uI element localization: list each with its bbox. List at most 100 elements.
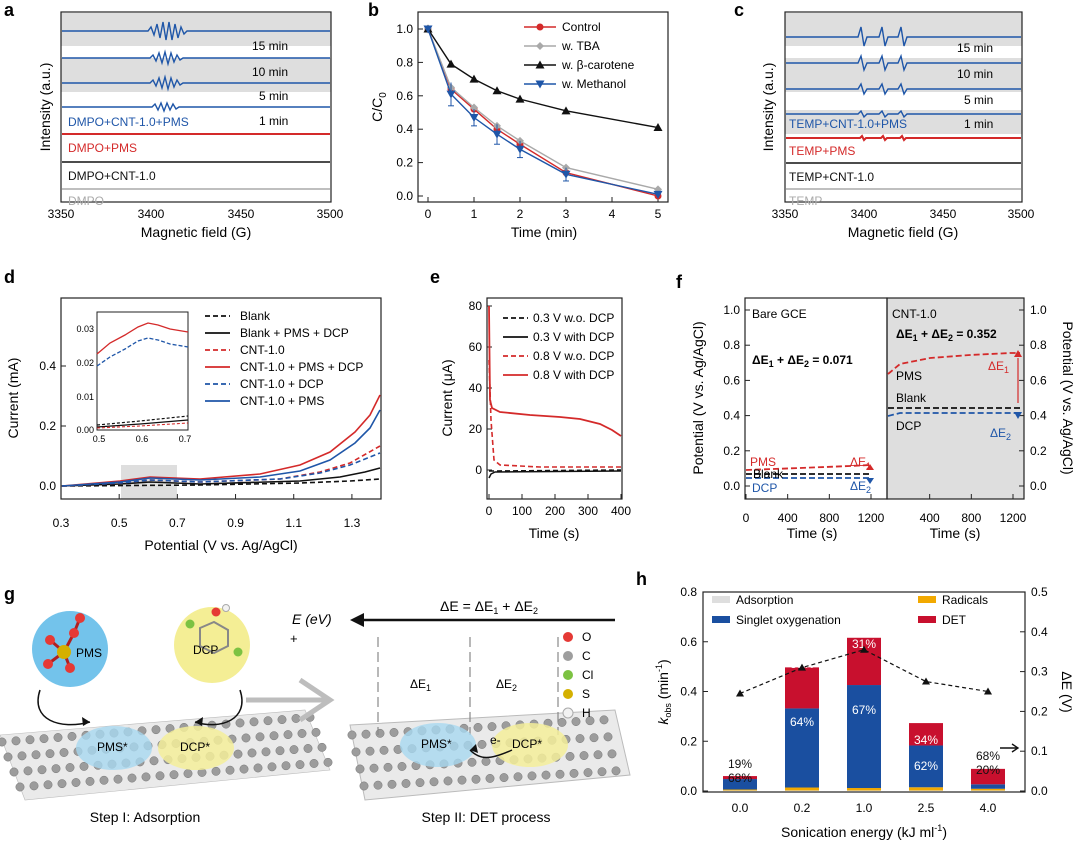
panel-d-legend-label: Blank xyxy=(240,309,271,323)
panel-d-ytick: 0.2 xyxy=(39,419,56,433)
pms-label: PMS xyxy=(76,646,102,660)
pms-atom-o xyxy=(69,628,79,638)
panel-f-xtick: 200 xyxy=(545,504,565,518)
panel-g-xtick-left: 800 xyxy=(819,511,839,525)
panel-d-xtick: 0.9 xyxy=(227,516,244,530)
panel-g-ytick-left: 1.0 xyxy=(723,303,740,317)
panel-b-legend-marker xyxy=(537,24,544,31)
panel-d-curve-cnt xyxy=(62,446,380,486)
graphene-atom xyxy=(604,733,612,741)
graphene-atom xyxy=(590,734,598,742)
panel-g-left-triangle-blue xyxy=(866,478,874,484)
panel-g-xlabel-left: Time (s) xyxy=(787,525,838,541)
graphene-atom xyxy=(486,774,494,782)
panel-a-time-1: 1 min xyxy=(259,114,288,128)
panel-d-xtick: 1.1 xyxy=(285,516,302,530)
element-legend-label: O xyxy=(582,630,591,644)
panel-h-ylabel-unit: (min xyxy=(655,672,671,703)
panel-g-ytick-left: 0.8 xyxy=(723,338,740,352)
panel-h-ylabel-sub: obs xyxy=(663,703,673,718)
panel-g-right-de1-text: ΔE xyxy=(988,359,1004,373)
panel-h-y2tick: 0.3 xyxy=(1031,665,1048,679)
panel-c-xtick: 3450 xyxy=(930,207,957,221)
panel-d-inset-ytick: 0.01 xyxy=(76,392,94,402)
element-legend-label: Cl xyxy=(582,668,593,682)
panel-g-xtick-right: 400 xyxy=(920,511,940,525)
panel-d-inset-xtick: 0.5 xyxy=(93,434,106,444)
graphene-atom xyxy=(226,766,234,774)
panel-h-deltae-point xyxy=(736,689,744,696)
panel-d-inset: 0.00 0.01 0.02 0.03 0.5 0.6 0.7 xyxy=(76,312,191,444)
panel-h-bar-segment xyxy=(785,788,819,791)
panel-c-trace-label-3: TEMP+CNT-1.0 xyxy=(789,170,874,184)
panel-a-xticks: 3350 3400 3450 3500 xyxy=(48,207,344,221)
electron-label: e- xyxy=(490,733,501,747)
panel-a: a 15 min 10 min 5 min 1 min DMPO+CNT-1.0… xyxy=(4,0,344,240)
graphene-atom xyxy=(170,770,178,778)
panel-g-ytick-right: 0.8 xyxy=(1030,338,1047,352)
panel-d-letter: d xyxy=(4,267,15,287)
graphene-atom xyxy=(570,769,578,777)
graphene-atom xyxy=(278,715,286,723)
graphene-atom xyxy=(572,717,580,725)
panel-g-left-blank-label: Blank xyxy=(753,467,784,481)
graphene-atom xyxy=(66,763,74,771)
graphene-atom xyxy=(282,762,290,770)
graphene-atom xyxy=(52,764,60,772)
panel-f-ytick: 20 xyxy=(469,422,483,436)
dcp-label: DCP xyxy=(193,643,218,657)
graphene-atom xyxy=(384,763,392,771)
graphene-atom xyxy=(388,780,396,788)
panel-g-ylabel-left: Potential (V vs. Ag/AgCl) xyxy=(690,321,706,474)
element-legend-dot xyxy=(563,651,573,661)
panel-c-trace-label-1: TEMP+CNT-1.0+PMS xyxy=(789,117,907,131)
panel-h-percent-label: 68% xyxy=(728,771,752,785)
graphene-atom xyxy=(468,758,476,766)
panel-f-legend-label: 0.3 V w.o. DCP xyxy=(533,311,614,325)
panel-g-left-de1-text: ΔE xyxy=(850,455,866,469)
graphene-atom xyxy=(514,773,522,781)
panel-h-right-arrow xyxy=(1000,744,1018,752)
element-legend-dot xyxy=(563,708,573,718)
graphene-atom xyxy=(18,752,26,760)
element-legend-dot xyxy=(563,670,573,680)
graphene-atom xyxy=(478,740,486,748)
panel-g-right-title: CNT-1.0 xyxy=(892,307,937,321)
pms-star-label: PMS* xyxy=(97,740,128,754)
panel-b-point xyxy=(447,60,456,68)
panel-d-xtick: 0.7 xyxy=(169,516,186,530)
pms-atom-o xyxy=(45,635,55,645)
graphene-atom xyxy=(152,725,160,733)
graphene-atom xyxy=(376,729,384,737)
panel-g-left-de2-text: ΔE xyxy=(850,479,866,493)
panel-e-de2-sub: 2 xyxy=(512,683,517,693)
panel-b-xtick: 5 xyxy=(655,207,662,221)
panel-c-line-temp-pms xyxy=(786,136,1021,140)
graphene-atom xyxy=(444,777,452,785)
panel-h-ytick: 0.0 xyxy=(680,784,697,798)
panel-g-ytick-right: 0.2 xyxy=(1030,444,1047,458)
graphene-atom xyxy=(612,767,620,775)
energy-axis-head xyxy=(350,613,364,627)
element-legend-dot xyxy=(563,689,573,699)
panel-g-ytick-right: 0.4 xyxy=(1030,409,1047,423)
panel-g-xtick-right: 800 xyxy=(961,511,981,525)
energy-axis-label: E (eV) xyxy=(292,611,332,627)
panel-h-bar-segment xyxy=(971,784,1005,788)
panel-e-de1-sub: 1 xyxy=(426,683,431,693)
panel-g-left-dcp-label: DCP xyxy=(752,481,777,495)
graphene-atom xyxy=(268,763,276,771)
graphene-atom xyxy=(458,776,466,784)
panel-h-legend-swatch xyxy=(712,616,730,623)
graphene-atom xyxy=(68,732,76,740)
panel-h-ytick: 0.6 xyxy=(680,635,697,649)
panel-d-legend-label: CNT-1.0 + PMS xyxy=(240,394,324,408)
panel-h-xtick: 1.0 xyxy=(856,801,873,815)
panel-h-legend-label: Radicals xyxy=(942,593,988,607)
graphene-atom xyxy=(566,752,574,760)
panel-c-time-10: 10 min xyxy=(957,67,993,81)
panel-d-inset-xtick: 0.6 xyxy=(136,434,149,444)
